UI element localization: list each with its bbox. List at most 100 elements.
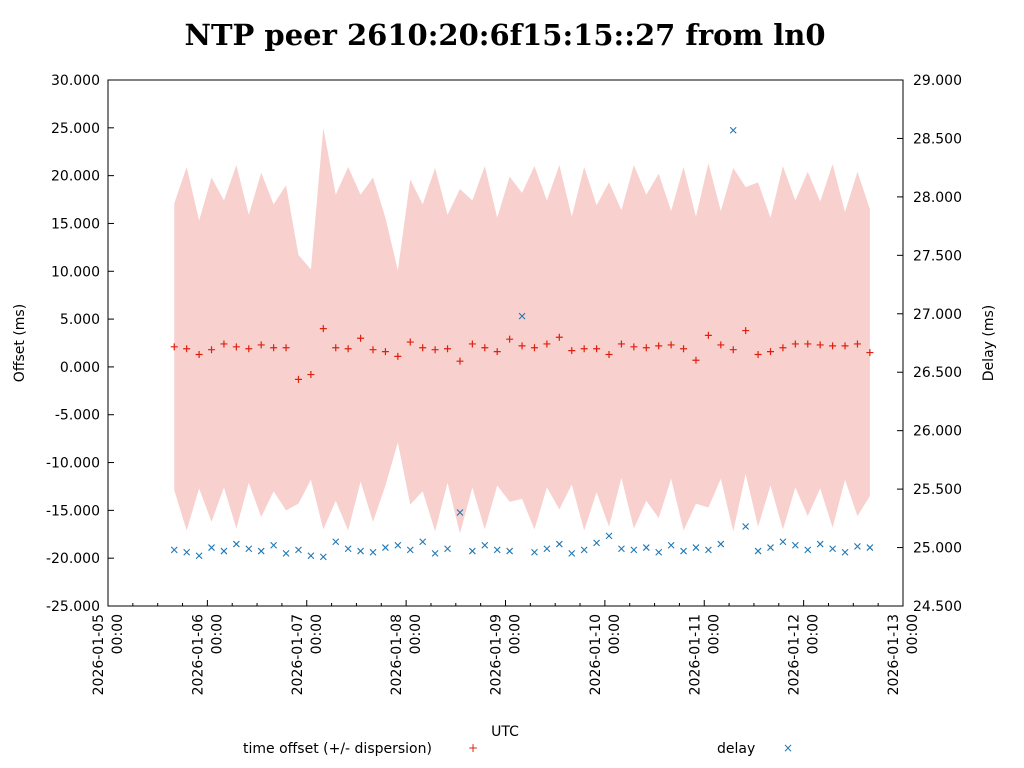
delay-series	[170, 126, 874, 561]
offset-point	[742, 327, 750, 335]
offset-point	[406, 338, 414, 346]
offset-point	[754, 350, 762, 358]
delay-point	[580, 546, 588, 554]
offset-point	[555, 333, 563, 341]
offset-point	[717, 341, 725, 349]
delay-point	[282, 550, 290, 557]
offset-point	[170, 343, 178, 351]
offset-point	[617, 340, 625, 348]
delay-point	[854, 542, 861, 550]
y2-axis-label: Delay (ms)	[981, 305, 997, 381]
offset-point	[729, 346, 737, 354]
delay-point	[729, 126, 737, 134]
offset-point	[866, 349, 874, 357]
offset-point	[580, 345, 588, 353]
delay-point	[394, 541, 402, 549]
delay-point	[742, 523, 750, 530]
delay-point	[667, 541, 675, 549]
y2-tick-label: 27.000	[913, 307, 962, 323]
offset-point	[829, 342, 837, 350]
delay-point	[518, 312, 526, 320]
delay-point	[257, 547, 265, 555]
y-tick-label: 30.000	[51, 73, 100, 89]
delay-point	[717, 540, 725, 548]
legend: time offset (+/- dispersion) + delay ×	[243, 741, 793, 757]
delay-point	[506, 547, 514, 555]
offset-point	[294, 375, 302, 383]
delay-point	[468, 547, 476, 555]
delay-point	[767, 544, 774, 551]
offset-point	[220, 340, 228, 348]
offset-point	[704, 331, 712, 339]
delay-point	[568, 550, 576, 557]
delay-point	[319, 553, 327, 561]
delay-point	[866, 544, 874, 551]
offset-point	[332, 344, 340, 352]
offset-point	[593, 345, 601, 353]
y-tick-label: -25.000	[46, 599, 100, 615]
delay-point	[692, 544, 700, 551]
offset-point	[456, 357, 464, 365]
offset-point	[518, 342, 526, 350]
y2-tick-label: 28.500	[913, 131, 962, 147]
y-tick-label: 15.000	[51, 216, 100, 232]
dispersion-band	[174, 127, 870, 534]
delay-point	[555, 540, 563, 548]
x-tick-label: 2026-01-11 00:00	[687, 614, 722, 695]
delay-point	[332, 538, 340, 546]
offset-point	[667, 341, 675, 349]
y-tick-label: -10.000	[46, 456, 100, 472]
delay-point	[183, 548, 191, 556]
y2-tick-label: 29.000	[913, 73, 962, 89]
delay-point	[618, 545, 625, 553]
offset-point	[692, 356, 700, 364]
offset-point	[506, 335, 514, 343]
delay-point	[444, 545, 451, 553]
x-tick-label: 2026-01-09 00:00	[489, 614, 524, 695]
delay-point	[680, 547, 687, 555]
delay-point	[543, 545, 551, 553]
offset-point	[543, 340, 551, 348]
x-tick-label: 2026-01-13 00:00	[886, 614, 921, 695]
y2-tick-label: 28.000	[913, 190, 962, 206]
y-tick-label: 5.000	[60, 312, 100, 328]
offset-point	[481, 344, 489, 352]
offset-series	[170, 325, 874, 383]
delay-point	[605, 532, 613, 540]
x-tick-label: 2026-01-05 00:00	[91, 614, 126, 695]
delay-point	[344, 545, 352, 553]
delay-point	[307, 552, 315, 560]
delay-point	[630, 546, 638, 554]
offset-point	[468, 340, 476, 348]
offset-point	[394, 352, 402, 360]
delay-point	[779, 538, 787, 546]
x-tick-label: 2026-01-10 00:00	[588, 614, 623, 695]
delay-point	[804, 546, 812, 554]
delay-point	[357, 547, 364, 555]
x-axis-label: UTC	[491, 724, 519, 740]
offset-point	[804, 340, 812, 348]
offset-point	[841, 342, 849, 350]
y2-tick-label: 26.500	[913, 365, 962, 381]
y2-tick-label: 24.500	[913, 599, 962, 615]
legend-offset-marker: +	[468, 741, 478, 755]
offset-point	[381, 348, 389, 356]
y-tick-label: -15.000	[46, 503, 100, 519]
delay-point	[841, 548, 849, 556]
delay-point	[816, 540, 824, 548]
y-tick-label: 10.000	[51, 264, 100, 280]
delay-point	[270, 541, 278, 549]
offset-point	[282, 344, 290, 352]
y2-tick-label: 25.500	[913, 482, 962, 498]
delay-point	[655, 548, 663, 556]
offset-point	[493, 348, 501, 356]
delay-point	[593, 539, 600, 547]
delay-point	[245, 545, 253, 553]
delay-point	[481, 541, 489, 549]
legend-delay-marker: ×	[783, 741, 793, 755]
offset-point	[307, 371, 315, 379]
legend-offset-label: time offset (+/- dispersion)	[243, 741, 432, 757]
offset-point	[791, 340, 799, 348]
offset-point	[680, 345, 688, 353]
delay-point	[705, 546, 712, 554]
